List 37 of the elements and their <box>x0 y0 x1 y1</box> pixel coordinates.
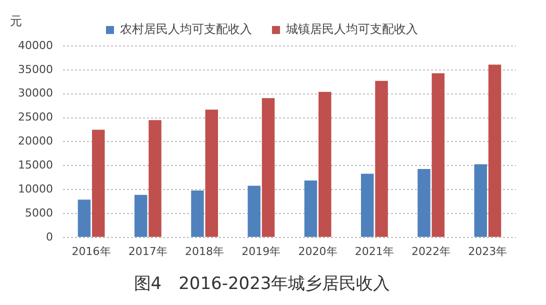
x-tick-label: 2017年 <box>128 244 168 258</box>
legend-label: 城镇居民人均可支配收入 <box>285 22 418 36</box>
bar <box>191 190 204 237</box>
bar <box>134 194 148 237</box>
y-tick-label: 5000 <box>24 206 53 220</box>
x-tick-label: 2020年 <box>298 244 338 258</box>
bar <box>262 98 275 237</box>
y-tick-label: 25000 <box>18 110 53 124</box>
bar <box>148 120 162 237</box>
bar <box>418 168 430 237</box>
x-tick-label: 2021年 <box>354 244 394 258</box>
bar <box>92 130 105 237</box>
bar <box>248 186 260 237</box>
x-tick-label: 2016年 <box>72 244 111 258</box>
legend-label: 农村居民人均可支配收入 <box>120 22 252 36</box>
bar <box>432 73 445 237</box>
y-tick-label: 35000 <box>18 62 53 76</box>
y-tick-label: 10000 <box>18 182 53 196</box>
y-tick-label: 40000 <box>18 38 53 52</box>
bar <box>360 174 374 237</box>
bar <box>488 64 502 237</box>
x-tick-label: 2019年 <box>242 244 281 258</box>
y-tick-label: 20000 <box>18 134 53 148</box>
bar <box>375 80 388 237</box>
y-tick-label: 30000 <box>18 86 53 100</box>
bar <box>474 164 487 237</box>
bar <box>318 92 332 237</box>
text: 图4 2016-2023年城乡居民收入 <box>134 274 390 294</box>
y-tick-label: 0 <box>46 230 53 244</box>
x-tick-label: 2023年 <box>468 244 508 258</box>
bar <box>78 200 91 237</box>
y-axis-title: 元 <box>10 14 22 28</box>
x-tick-label: 2018年 <box>185 244 224 258</box>
bar <box>205 110 218 237</box>
bar <box>304 180 318 237</box>
y-tick-label: 15000 <box>18 158 53 172</box>
x-tick-label: 2022年 <box>412 244 451 258</box>
